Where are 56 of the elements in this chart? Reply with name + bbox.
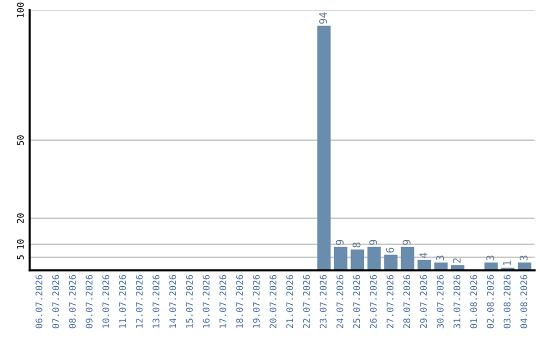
y-tick-label: 20 bbox=[16, 213, 24, 224]
data-label: 9 bbox=[402, 240, 411, 245]
x-tick-label: 23.07.2026 bbox=[320, 275, 327, 328]
data-label: 6 bbox=[386, 248, 394, 253]
x-tick-label: 20.07.2026 bbox=[270, 275, 276, 328]
x-tick-label: 07.07.2026 bbox=[52, 275, 60, 328]
x-tick-label: 12.07.2026 bbox=[136, 275, 143, 328]
y-tick-label: 5 bbox=[17, 255, 24, 260]
x-tick-label: 04.08.2026 bbox=[520, 275, 528, 328]
x-tick-label: 10.07.2026 bbox=[102, 275, 110, 328]
data-label: 3 bbox=[520, 256, 528, 260]
bar bbox=[350, 249, 364, 270]
bar bbox=[518, 262, 532, 270]
x-tick-label: 22.07.2026 bbox=[303, 275, 310, 328]
x-tick-label: 17.07.2026 bbox=[219, 275, 226, 328]
x-tick-label: 16.07.2026 bbox=[202, 275, 210, 328]
bar bbox=[400, 246, 414, 270]
x-tick-label: 08.07.2026 bbox=[68, 275, 76, 328]
x-tick-label: 25.07.2026 bbox=[353, 275, 360, 328]
x-tick-label: 29.07.2026 bbox=[420, 275, 427, 328]
x-tick-label: 15.07.2026 bbox=[186, 275, 193, 328]
bar bbox=[384, 254, 398, 270]
y-tick-label: 50 bbox=[16, 135, 24, 146]
x-tick-label: 06.07.2026 bbox=[36, 275, 42, 328]
bar bbox=[484, 262, 498, 270]
bar bbox=[334, 246, 348, 270]
x-tick-label: 11.07.2026 bbox=[119, 275, 126, 328]
y-tick-label: 10 bbox=[16, 239, 24, 249]
y-tick-label: 100 bbox=[16, 2, 24, 18]
x-tick-label: 09.07.2026 bbox=[86, 275, 93, 328]
data-label: 8 bbox=[352, 242, 360, 248]
x-tick-label: 26.07.2026 bbox=[370, 275, 377, 328]
x-tick-label: 18.07.2026 bbox=[236, 275, 243, 328]
x-tick-label: 02.08.2026 bbox=[486, 275, 494, 328]
bar bbox=[317, 26, 331, 270]
x-tick-label: 24.07.2026 bbox=[336, 275, 344, 328]
x-tick-label: 13.07.2026 bbox=[152, 275, 160, 328]
data-label: 94 bbox=[319, 12, 327, 24]
x-tick-label: 31.07.2026 bbox=[454, 275, 460, 328]
data-label: 3 bbox=[486, 256, 494, 260]
data-label: 9 bbox=[336, 240, 344, 245]
x-tick-label: 28.07.2026 bbox=[403, 275, 410, 328]
x-tick-label: 14.07.2026 bbox=[169, 275, 176, 328]
data-label: 9 bbox=[369, 240, 378, 245]
x-tick-label: 21.07.2026 bbox=[286, 275, 294, 328]
x-tick-label: 03.08.2026 bbox=[504, 275, 510, 328]
data-label: 1 bbox=[503, 260, 511, 266]
x-tick-label: 27.07.2026 bbox=[386, 275, 394, 328]
x-tick-label: 01.08.2026 bbox=[470, 275, 478, 328]
bar bbox=[367, 246, 381, 270]
x-tick-label: 30.07.2026 bbox=[436, 275, 444, 328]
bar bbox=[418, 260, 431, 270]
data-label: 3 bbox=[436, 256, 444, 260]
data-label: 4 bbox=[420, 252, 428, 258]
data-label: 2 bbox=[452, 258, 461, 263]
x-tick-label: 19.07.2026 bbox=[252, 275, 260, 328]
